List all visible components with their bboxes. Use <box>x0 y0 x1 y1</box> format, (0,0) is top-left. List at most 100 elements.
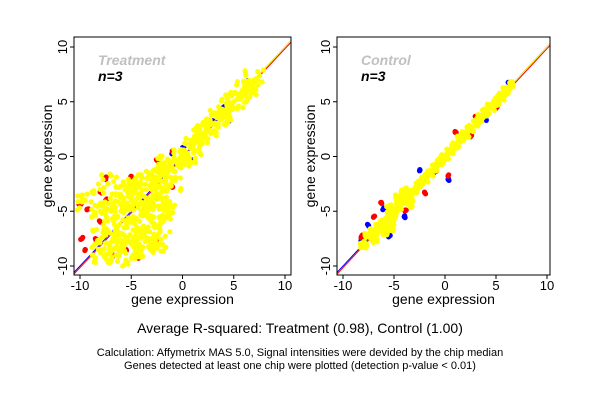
data-point <box>219 106 225 112</box>
data-point <box>79 199 85 205</box>
series-2 <box>357 78 516 251</box>
data-point <box>96 218 102 224</box>
data-point <box>192 155 198 161</box>
data-point <box>89 244 95 250</box>
y-tick-label: 10 <box>318 40 333 54</box>
data-point <box>112 208 118 215</box>
data-point <box>137 246 143 252</box>
data-point <box>93 240 99 247</box>
data-point <box>89 206 95 212</box>
data-point <box>362 240 368 246</box>
data-point <box>218 112 224 118</box>
data-point <box>465 123 471 129</box>
data-point <box>141 205 147 211</box>
panel-title: Treatment <box>98 52 167 68</box>
data-point <box>123 218 129 224</box>
data-point <box>196 143 203 150</box>
data-point <box>191 159 198 165</box>
data-point <box>443 156 449 162</box>
data-point <box>162 233 168 239</box>
data-point <box>213 129 219 135</box>
sample-count: n=3 <box>361 68 386 84</box>
y-tick-label: -5 <box>318 205 333 217</box>
data-point <box>483 110 489 116</box>
data-point <box>164 207 170 214</box>
data-point <box>423 170 429 177</box>
data-point <box>416 184 422 190</box>
x-tick-label: -5 <box>125 278 137 293</box>
data-point <box>203 120 209 126</box>
data-point <box>104 251 110 257</box>
y-tick-label: 5 <box>318 98 333 105</box>
data-point <box>148 182 154 188</box>
data-point <box>151 168 158 174</box>
data-point <box>92 255 99 261</box>
data-point <box>434 157 441 164</box>
data-point <box>110 203 116 209</box>
data-point <box>101 184 107 191</box>
data-point <box>171 154 177 161</box>
data-point <box>453 129 459 135</box>
data-point <box>363 232 369 238</box>
data-point <box>95 246 102 252</box>
panel-control: -10 -5 0 5 10 -10 -5 0 5 10 gene expression gene ex… <box>302 36 554 307</box>
data-point <box>204 139 211 146</box>
data-point <box>134 201 140 207</box>
data-point <box>212 110 218 116</box>
data-point <box>157 241 163 247</box>
data-point <box>500 91 506 97</box>
data-point <box>439 162 445 168</box>
data-point <box>358 235 364 241</box>
data-point <box>431 167 437 173</box>
data-point <box>158 248 164 254</box>
data-point <box>398 187 405 193</box>
data-point <box>215 124 221 130</box>
data-point <box>198 152 204 158</box>
data-point <box>186 159 193 165</box>
data-point <box>489 105 495 111</box>
data-point <box>255 68 261 75</box>
data-point <box>77 205 83 211</box>
data-point <box>156 204 162 210</box>
data-point <box>101 246 107 252</box>
data-point <box>142 239 149 245</box>
data-point <box>125 194 131 200</box>
x-tick-label: 0 <box>441 278 448 293</box>
data-point <box>131 244 137 250</box>
data-point <box>111 245 117 252</box>
y-tick-label: 5 <box>55 98 70 105</box>
data-point <box>106 247 113 253</box>
data-point <box>141 193 147 199</box>
data-point <box>170 159 177 165</box>
data-point <box>457 139 463 145</box>
y-tick-label: 0 <box>318 153 333 160</box>
data-point <box>225 105 231 111</box>
data-point <box>378 199 384 205</box>
y-tick-label: -10 <box>55 257 70 276</box>
data-point <box>259 79 265 85</box>
data-point <box>147 217 153 223</box>
data-point <box>172 174 179 180</box>
data-point <box>118 191 124 198</box>
calculation-note: Calculation: Affymetrix MAS 5.0, Signal … <box>96 347 504 359</box>
data-point <box>121 232 127 238</box>
data-point <box>153 234 160 240</box>
data-point <box>131 252 138 259</box>
data-point <box>404 187 410 194</box>
reference-line-yellow <box>505 43 550 92</box>
data-point <box>120 179 126 185</box>
data-point <box>161 163 167 170</box>
data-point <box>134 216 140 222</box>
data-point <box>79 194 85 200</box>
data-point <box>182 161 188 168</box>
data-point <box>105 180 111 187</box>
data-point <box>243 72 249 78</box>
data-point <box>158 236 164 242</box>
data-point <box>132 221 138 227</box>
data-point <box>99 172 105 178</box>
data-point <box>130 207 137 213</box>
data-point <box>170 209 176 216</box>
data-point <box>417 167 423 173</box>
data-point <box>130 198 136 204</box>
